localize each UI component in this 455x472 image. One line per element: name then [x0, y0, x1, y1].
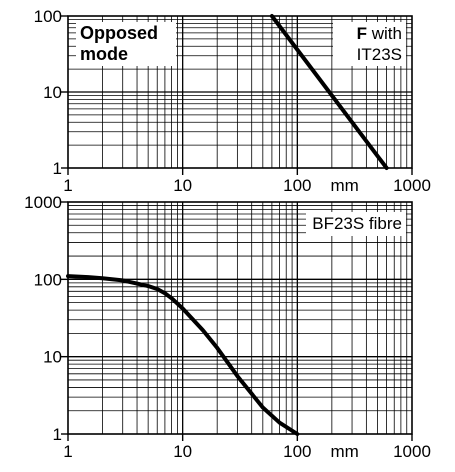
x-tick-label: 100 [283, 442, 311, 461]
x-tick-label: 1000 [393, 176, 431, 195]
x-tick-label: 100 [283, 176, 311, 195]
y-tick-label: 100 [34, 270, 62, 289]
y-tick-label: 1 [53, 425, 62, 444]
annotation-bf23s-fibre: BF23S fibre [306, 212, 406, 236]
svg-text:BF23S fibre: BF23S fibre [312, 214, 402, 233]
bottom-chart-panel: 1 10 100 1000 1 10 100 1000 mm BF23S fibre [24, 193, 431, 461]
svg-text:IT23S: IT23S [357, 45, 402, 64]
grid [68, 202, 412, 434]
series-line [66, 274, 300, 436]
y-tick-label: 100 [34, 7, 62, 26]
annotation-f-with-it23s: F with IT23S [333, 22, 406, 66]
x-tick-label: 1 [63, 176, 72, 195]
series-line [269, 14, 389, 170]
svg-text:mode: mode [80, 44, 128, 64]
x-unit-label: mm [331, 442, 359, 461]
y-tick-label: 10 [43, 83, 62, 102]
y-tick-label: 1 [53, 159, 62, 178]
x-unit-label: mm [331, 176, 359, 195]
y-tick-label: 1000 [24, 193, 62, 212]
svg-text:Opposed: Opposed [80, 23, 158, 43]
x-tick-label: 10 [173, 442, 192, 461]
svg-text:F with: F with [357, 24, 402, 43]
x-tick-label: 10 [173, 176, 192, 195]
plot-frame [67, 201, 413, 435]
x-tick-label: 1 [63, 442, 72, 461]
x-tick-label: 1000 [393, 442, 431, 461]
y-tick-label: 10 [43, 348, 62, 367]
